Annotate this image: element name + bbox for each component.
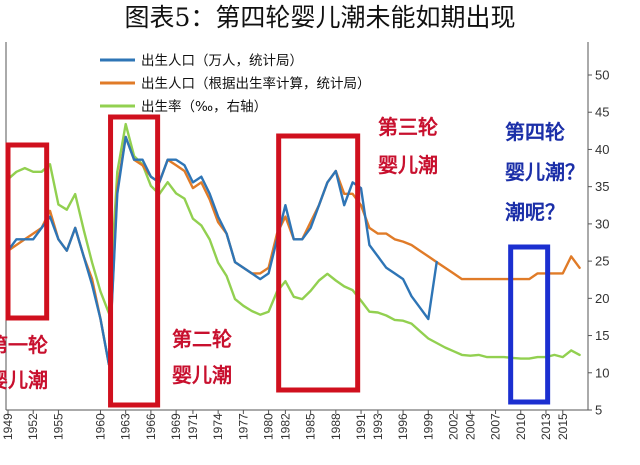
plot-background [6, 42, 588, 410]
x-tick-label: 2002 [447, 413, 461, 440]
legend-label: 出生人口（万人，统计局） [141, 53, 303, 69]
wave4-box [508, 244, 551, 405]
x-tick-label: 2007 [489, 413, 503, 440]
annotation-wave3-line: 婴儿潮 [378, 153, 438, 177]
y-right-tick-label: 5 [595, 403, 602, 418]
x-tick-label: 1963 [119, 413, 133, 440]
x-tick-label: 2013 [539, 413, 553, 440]
x-tick-label: 2004 [463, 413, 477, 440]
x-tick-label: 1996 [396, 413, 410, 440]
x-tick-label: 1952 [26, 413, 40, 440]
y-right-tick-label: 45 [595, 105, 609, 120]
annotation-wave2-line: 婴儿潮 [172, 363, 232, 387]
x-tick-label: 1977 [236, 413, 250, 440]
series-line-2 [6, 122, 581, 360]
annotation-wave1-line: 婴儿潮 [0, 368, 48, 392]
y-right-tick-label: 35 [595, 179, 609, 194]
x-tick-label: 1974 [211, 413, 225, 440]
legend-label: 出生人口（根据出生率计算，统计局） [141, 75, 371, 92]
x-tick-label: 1971 [186, 413, 200, 440]
x-tick-label: 1949 [1, 413, 15, 440]
wave2-box [108, 114, 161, 408]
x-tick-label: 2015 [556, 413, 570, 440]
y-right-tick-label: 15 [595, 328, 609, 343]
x-tick-label: 1993 [371, 413, 385, 440]
series-line-0 [6, 135, 438, 366]
y-right-tick-label: 40 [595, 142, 609, 157]
y-right-tick-label: 20 [595, 291, 609, 306]
annotation-wave4-line: 第四轮 [505, 120, 565, 144]
chart-title: 图表5：第四轮婴儿潮未能如期出现 [125, 3, 516, 32]
x-tick-label: 1999 [421, 413, 435, 440]
annotation-wave3-line: 第三轮 [378, 115, 438, 139]
x-tick-label: 1966 [144, 413, 158, 440]
wave1-box [5, 142, 50, 321]
x-tick-label: 1985 [304, 413, 318, 440]
wave3-box [276, 133, 361, 393]
annotation-wave1-line: 第一轮 [0, 333, 48, 357]
y-right-tick-label: 10 [595, 365, 609, 380]
annotation-wave4-line: 婴儿潮？ [505, 160, 585, 184]
x-tick-label: 1960 [93, 413, 107, 440]
x-tick-label: 1982 [278, 413, 292, 440]
y-right-tick-label: 25 [595, 254, 609, 269]
y-right-tick-label: 50 [595, 68, 609, 83]
x-tick-label: 2010 [514, 413, 528, 440]
x-tick-label: 1955 [51, 413, 65, 440]
annotation-wave2-line: 第二轮 [172, 327, 232, 351]
x-tick-label: 1991 [354, 413, 368, 440]
plot-area [5, 42, 592, 414]
x-tick-label: 1980 [262, 413, 276, 440]
x-tick-label: 1969 [169, 413, 183, 440]
x-tick-label: 1988 [329, 413, 343, 440]
legend-label: 出生率（‰，右轴） [141, 98, 267, 115]
y-right-tick-label: 30 [595, 216, 609, 231]
annotation-wave4-line: 潮呢？ [505, 200, 565, 224]
